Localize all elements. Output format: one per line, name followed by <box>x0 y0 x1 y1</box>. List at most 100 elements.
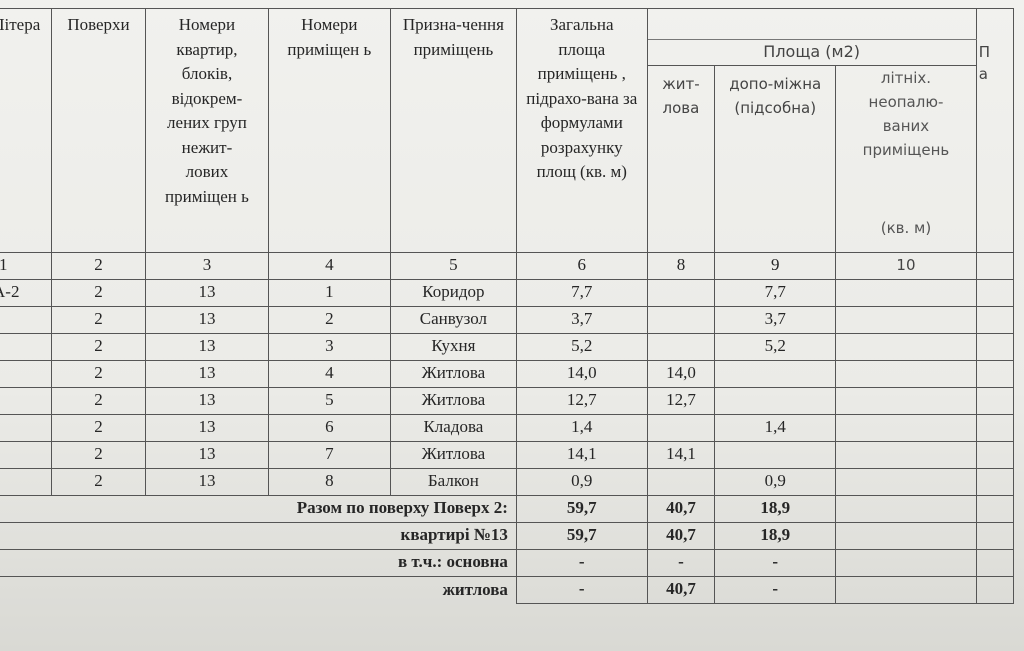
cell-summer <box>835 413 977 442</box>
summary-living: - <box>646 548 716 577</box>
table-row: 2 13 6 Кладова 1,4 1,4 <box>0 413 1015 442</box>
cell-aux: 0,9 <box>714 467 837 496</box>
cell-apartment: 13 <box>145 413 269 442</box>
cell-apartment: 13 <box>145 467 269 496</box>
cell-blank <box>975 332 1015 361</box>
cell-summer <box>835 305 977 334</box>
header-litera: Літера <box>0 8 52 253</box>
summary-row: в т.ч.: основна - - - <box>0 548 1015 577</box>
column-number-row: 1 2 3 4 5 6 8 9 10 <box>0 251 1015 280</box>
cell-room: 2 <box>267 305 391 334</box>
col-number: 10 <box>835 251 977 280</box>
summary-summer <box>835 494 977 523</box>
cell-room: 3 <box>267 332 391 361</box>
cell-summer <box>835 332 977 361</box>
col-number: 2 <box>50 251 147 280</box>
summary-row: квартирі №13 59,7 40,7 18,9 <box>0 521 1015 550</box>
cell-floor: 2 <box>50 386 147 415</box>
cell-apartment: 13 <box>145 332 269 361</box>
cell-room: 4 <box>267 359 391 388</box>
header-cut-sub: а <box>978 65 988 83</box>
cell-litera <box>0 467 52 496</box>
col-number: 8 <box>646 251 716 280</box>
summary-blank <box>975 494 1015 523</box>
cell-apartment: 13 <box>145 278 269 307</box>
cell-summer <box>835 359 977 388</box>
header-area-group: Площа (м2) <box>646 39 977 66</box>
cell-total: 3,7 <box>515 305 648 334</box>
summary-total: - <box>515 548 648 577</box>
cell-room: 1 <box>267 278 391 307</box>
cell-blank <box>975 413 1015 442</box>
cell-purpose: Коридор <box>389 278 517 307</box>
summary-blank <box>975 548 1015 577</box>
cell-purpose: Житлова <box>389 440 517 469</box>
cell-floor: 2 <box>50 278 147 307</box>
cell-blank <box>975 305 1015 334</box>
cell-total: 14,1 <box>515 440 648 469</box>
table-row: 2 13 5 Житлова 12,7 12,7 <box>0 386 1015 415</box>
header-floors: Поверхи <box>50 8 147 253</box>
cell-living <box>646 332 716 361</box>
header-purpose: Призна-чення приміщень <box>389 8 517 253</box>
summary-living: 40,7 <box>646 494 716 523</box>
summary-summer <box>835 521 977 550</box>
summary-summer <box>835 548 977 577</box>
cell-floor: 2 <box>50 332 147 361</box>
summary-aux: - <box>714 548 837 577</box>
cell-blank <box>975 440 1015 469</box>
summary-total: 59,7 <box>515 494 648 523</box>
table-row: 2 13 8 Балкон 0,9 0,9 <box>0 467 1015 496</box>
summary-label: Разом по поверху Поверх 2: <box>0 494 517 522</box>
cell-summer <box>835 386 977 415</box>
header-auxiliary: допо-міжна (підсобна) <box>714 64 837 253</box>
cell-floor: 2 <box>50 305 147 334</box>
table-row: 2 13 4 Житлова 14,0 14,0 <box>0 359 1015 388</box>
col-number: 5 <box>389 251 517 280</box>
cell-purpose: Кладова <box>389 413 517 442</box>
cell-living <box>646 305 716 334</box>
col-number: 1 <box>0 251 52 280</box>
cell-floor: 2 <box>50 359 147 388</box>
cell-litera <box>0 332 52 361</box>
cell-living <box>646 278 716 307</box>
cell-living <box>646 467 716 496</box>
cell-blank <box>975 359 1015 388</box>
cell-aux: 5,2 <box>714 332 837 361</box>
header-row: Літера Поверхи Номери квартир, блоків, в… <box>0 8 1015 253</box>
cell-floor: 2 <box>50 440 147 469</box>
table-row: 2 13 7 Житлова 14,1 14,1 <box>0 440 1015 469</box>
cell-summer <box>835 467 977 496</box>
cell-aux <box>714 440 837 469</box>
header-total-area: Загальна площа приміщень , підрахо-вана … <box>515 8 648 253</box>
cell-total: 5,2 <box>515 332 648 361</box>
cell-room: 7 <box>267 440 391 469</box>
header-apartment-numbers: Номери квартир, блоків, відокрем-лених г… <box>145 8 269 253</box>
cell-apartment: 13 <box>145 440 269 469</box>
summary-aux: 18,9 <box>714 494 837 523</box>
cell-living: 14,1 <box>646 440 716 469</box>
cell-apartment: 13 <box>145 359 269 388</box>
room-area-table: Літера Поверхи Номери квартир, блоків, в… <box>0 8 1015 604</box>
header-summer-unit: (кв. м) <box>880 218 932 237</box>
summary-row: житлова -40,7- <box>0 575 1015 604</box>
summary-living: 40,7 <box>646 521 716 550</box>
cell-litera <box>0 386 52 415</box>
cell-total: 0,9 <box>515 467 648 496</box>
summary-blank <box>975 521 1015 550</box>
cell-aux <box>714 386 837 415</box>
cell-litera <box>0 440 52 469</box>
header-cut-top: П <box>978 43 990 61</box>
summary-summer <box>835 575 977 604</box>
header-summer: літніх. неопалю-ваних приміщень (кв. м) <box>835 64 977 253</box>
summary-row: Разом по поверху Поверх 2: 59,7 40,7 18,9 <box>0 494 1015 523</box>
cell-litera <box>0 413 52 442</box>
table-row: 2 13 2 Санвузол 3,7 3,7 <box>0 305 1015 334</box>
cell-blank <box>975 278 1015 307</box>
cell-apartment: 13 <box>145 305 269 334</box>
table-row: 2 13 3 Кухня 5,2 5,2 <box>0 332 1015 361</box>
col-number: 3 <box>145 251 269 280</box>
header-summer-label: літніх. неопалю-ваних приміщень <box>862 68 950 159</box>
cell-total: 7,7 <box>515 278 648 307</box>
